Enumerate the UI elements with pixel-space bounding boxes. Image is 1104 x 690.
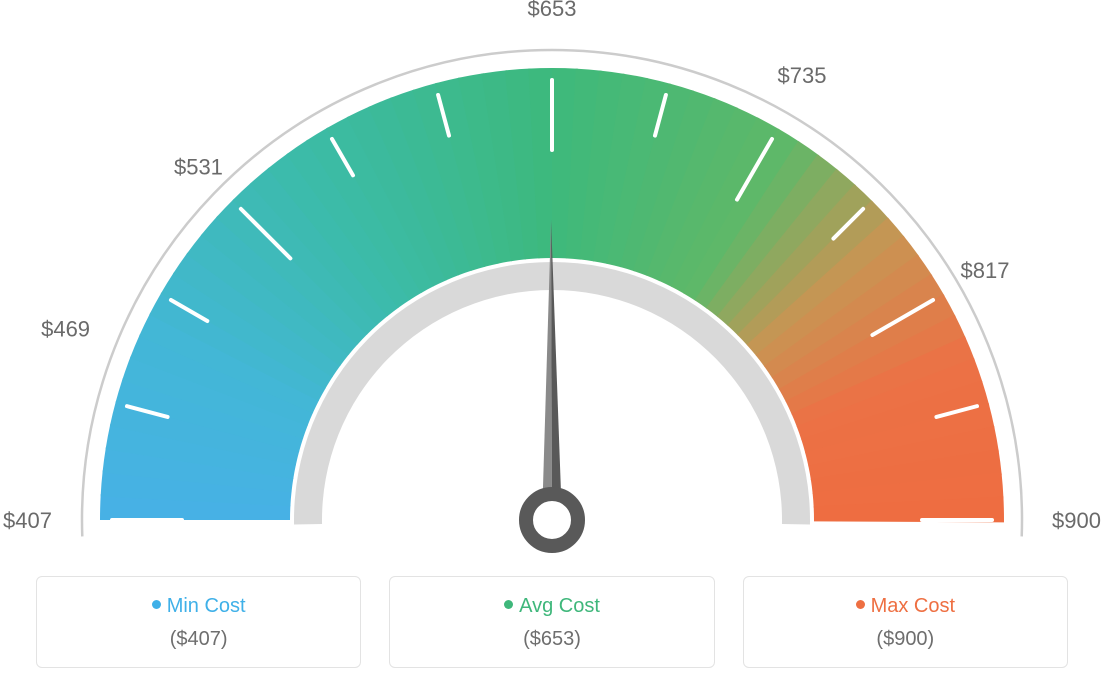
legend-title-max: Max Cost [744, 595, 1067, 618]
legend-value-avg: ($653) [390, 628, 713, 651]
legend-dot-avg [504, 600, 513, 609]
legend-value-min: ($407) [37, 628, 360, 651]
legend-card-max: Max Cost ($900) [743, 576, 1068, 668]
legend-row: Min Cost ($407) Avg Cost ($653) Max Cost… [36, 576, 1068, 668]
legend-label-min: Min Cost [167, 595, 246, 617]
svg-text:$900: $900 [1052, 508, 1101, 533]
legend-title-avg: Avg Cost [390, 595, 713, 618]
svg-text:$407: $407 [3, 508, 52, 533]
svg-text:$469: $469 [41, 317, 90, 342]
legend-value-max: ($900) [744, 628, 1067, 651]
legend-label-avg: Avg Cost [519, 595, 600, 617]
cost-gauge: $407 $469 $531 $653 $735 $817 $900 [0, 0, 1104, 560]
svg-text:$653: $653 [528, 0, 577, 21]
legend-card-avg: Avg Cost ($653) [389, 576, 714, 668]
legend-label-max: Max Cost [871, 595, 955, 617]
legend-dot-min [152, 600, 161, 609]
legend-card-min: Min Cost ($407) [36, 576, 361, 668]
legend-title-min: Min Cost [37, 595, 360, 618]
legend-dot-max [856, 600, 865, 609]
svg-text:$531: $531 [174, 154, 223, 179]
svg-text:$817: $817 [961, 258, 1010, 283]
svg-text:$735: $735 [778, 63, 827, 88]
